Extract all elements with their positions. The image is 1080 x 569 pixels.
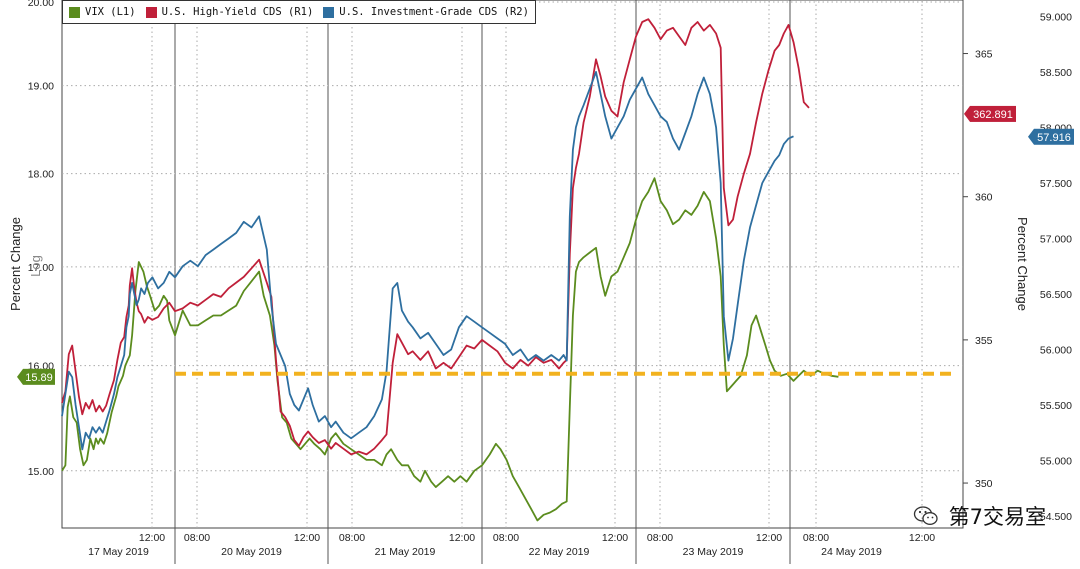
right-axis-title: Percent Change: [1015, 217, 1030, 311]
series-line-1: [61, 18, 810, 456]
right2-tick-label: 57.500: [1040, 178, 1072, 190]
legend-label-vix: VIX (L1): [85, 6, 136, 18]
right2-tick-label: 56.500: [1040, 289, 1072, 301]
left-tick-label: 18.00: [28, 169, 54, 181]
legend-item-vix: VIX (L1): [69, 6, 136, 18]
vix-last-value-badge-bg: [23, 368, 55, 385]
legend-swatch-ig: [323, 6, 335, 18]
hy-last-value-badge-bg: [970, 105, 1016, 122]
legend-item-hy: U.S. High-Yield CDS (R1): [145, 6, 314, 18]
right2-tick-label: 55.500: [1040, 400, 1072, 412]
series-layer: [61, 18, 839, 522]
left-tick-label: 15.00: [28, 466, 54, 478]
ig-last-value-badge-text: 57.916: [1037, 132, 1071, 144]
plot-frame: [61, 0, 964, 529]
x-date-label: 22 May 2019: [529, 546, 590, 558]
left-tick-label: 19.00: [28, 81, 54, 93]
wechat-icon: [913, 506, 938, 525]
x-date-label: 23 May 2019: [683, 546, 744, 558]
series-line-2: [61, 71, 794, 451]
x-time-tick-label: 12:00: [294, 532, 320, 544]
x-time-tick-label: 08:00: [493, 532, 519, 544]
x-date-label: 20 May 2019: [221, 546, 282, 558]
badges-layer: 15.89 362.891 57.916: [17, 105, 1074, 385]
vix-last-value-badge-pointer: [17, 368, 23, 385]
hy-last-value-badge-text: 362.891: [973, 109, 1013, 121]
chart-legend: VIX (L1) U.S. High-Yield CDS (R1) U.S. I…: [62, 0, 536, 24]
x-date-label: 21 May 2019: [375, 546, 436, 558]
x-time-tick-label: 12:00: [449, 532, 475, 544]
right2-tick-label: 57.000: [1040, 233, 1072, 245]
legend-label-ig: U.S. Investment-Grade CDS (R2): [339, 6, 529, 18]
x-time-tick-label: 08:00: [803, 532, 829, 544]
right2-tick-label: 59.000: [1040, 11, 1072, 23]
watermark-text: 第7交易室: [948, 505, 1046, 529]
right2-tick-label: 55.000: [1040, 456, 1072, 468]
legend-swatch-hy: [145, 6, 157, 18]
left-axis-title: Percent Change: [8, 217, 23, 311]
left-axis-sublabel: Log: [28, 255, 43, 277]
left-tick-label: 17.00: [28, 262, 54, 274]
x-time-tick-label: 08:00: [339, 532, 365, 544]
right2-tick-label: 54.500: [1040, 511, 1072, 523]
axes-layer: 15.0016.0017.0018.0019.0020.003503553603…: [8, 0, 1072, 558]
watermark: 第7交易室: [913, 501, 1046, 531]
x-date-label: 24 May 2019: [821, 546, 882, 558]
right2-tick-label: 56.000: [1040, 344, 1072, 356]
ig-last-value-badge-pointer: [1028, 128, 1034, 145]
x-time-tick-label: 12:00: [602, 532, 628, 544]
vix-last-value-badge-text: 15.89: [25, 372, 53, 384]
grid-layer: [61, 0, 964, 564]
right1-tick-label: 350: [975, 478, 993, 490]
x-date-label: 17 May 2019: [88, 546, 149, 558]
right1-tick-label: 360: [975, 192, 993, 204]
x-time-tick-label: 12:00: [139, 532, 165, 544]
x-time-tick-label: 12:00: [756, 532, 782, 544]
legend-item-ig: U.S. Investment-Grade CDS (R2): [323, 6, 529, 18]
right1-tick-label: 355: [975, 335, 993, 347]
right2-tick-label: 58.500: [1040, 67, 1072, 79]
x-time-tick-label: 08:00: [647, 532, 673, 544]
x-time-tick-label: 12:00: [909, 532, 935, 544]
ig-last-value-badge-bg: [1034, 128, 1074, 145]
legend-label-hy: U.S. High-Yield CDS (R1): [161, 6, 314, 18]
legend-swatch-vix: [69, 6, 80, 18]
x-time-tick-label: 08:00: [184, 532, 210, 544]
right1-tick-label: 365: [975, 49, 993, 61]
left-tick-label: 20.00: [28, 0, 54, 9]
hy-last-value-badge-pointer: [964, 105, 970, 122]
